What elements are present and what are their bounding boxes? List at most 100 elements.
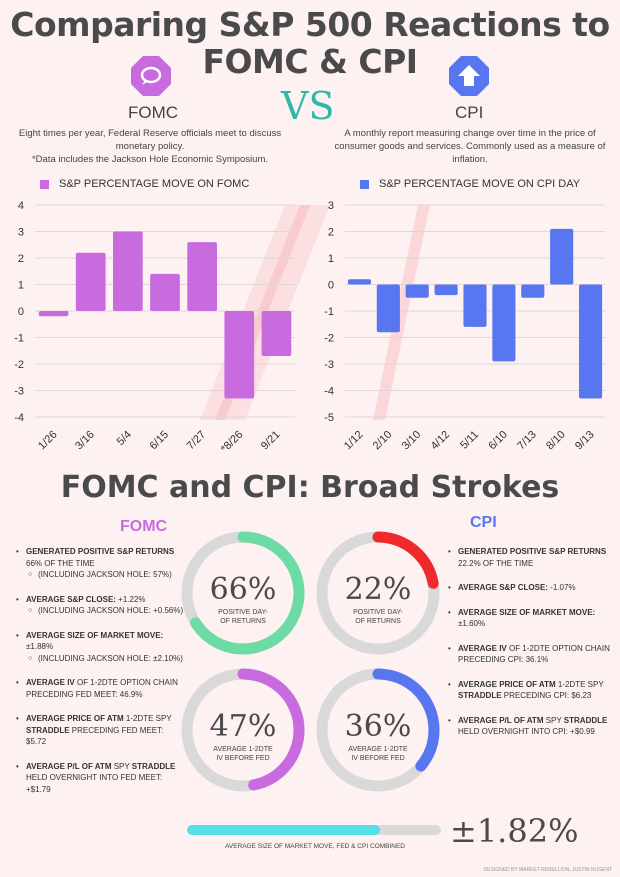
cpi-ytick: -5 [324,412,334,424]
cpi-stat-item: AVERAGE SIZE OF MARKET MOVE: ±1.60% [446,607,616,630]
cpi-legend-swatch [360,179,369,189]
cpi-ytick: 0 [328,280,334,292]
ring-gauges: 66% POSITIVE DAY- OF RETURNS 22% POSITIVE DA… [181,531,440,792]
fomc-xtick: 3/16 [73,429,97,453]
speech-bubble-icon [131,56,171,96]
cpi-ytick: -4 [324,386,334,398]
ring-gauge: 36% AVERAGE 1-2DTE IV BEFORE FED [316,668,440,792]
cpi-stat-item: AVERAGE S&P CLOSE: -1.07% [446,582,616,594]
cpi-ytick: 3 [328,200,334,212]
combined-caption: AVERAGE SIZE OF MARKET MOVE, FED & CPI C… [225,843,405,850]
fomc-ytick: 0 [18,306,24,318]
ring-gauge: 22% POSITIVE DAY- OF RETURNS [316,531,440,655]
fomc-ytick: -1 [14,333,24,345]
footer-credit: DESIGNED BY MARKET REBELLION, JUSTIN NUG… [483,867,612,873]
fomc-stat-item: AVERAGE IV OF 1-2DTE OPTION CHAIN PRECED… [14,677,184,700]
cpi-xtick: 5/11 [458,429,481,452]
ring-caption: OF RETURNS [355,618,401,625]
ring-caption: IV BEFORE FED [351,755,404,762]
ring-arc [181,531,305,655]
cpi-xtick: 8/10 [544,429,568,453]
cpi-xtick: 1/12 [342,429,366,453]
fomc-stat-item: AVERAGE PRICE OF ATM 1-2DTE SPY STRADDLE… [14,713,184,748]
fomc-ytick: -4 [14,412,24,424]
page-title: Comparing S&P 500 Reactions to FOMC & CP… [0,6,620,80]
fomc-xtick: 6/15 [147,429,171,453]
fomc-legend-label: S&P PERCENTAGE MOVE ON FOMC [59,178,250,190]
fomc-stat-item: GENERATED POSITIVE S&P RETURNS 66% OF TH… [14,546,184,581]
title-line-2: FOMC & CPI [202,42,418,81]
cpi-bar [550,228,574,285]
fomc-bar [187,242,217,311]
fomc-stat-subitem: (INCLUDING JACKSON HOLE: +0.56%) [26,605,184,617]
fomc-bar [75,252,106,311]
combined-move-bar [187,825,441,835]
fomc-ytick: -2 [14,359,24,371]
cpi-bar [434,284,458,296]
ring-caption: POSITIVE DAY- [218,609,268,616]
cpi-stat-item: GENERATED POSITIVE S&P RETURNS 22.2% OF … [446,546,616,569]
fomc-ytick: -3 [14,386,24,398]
fomc-bar [150,273,180,311]
fomc-legend-swatch [40,179,49,189]
fomc-xtick: *8/26 [219,429,246,456]
slash-3 [373,205,430,420]
cpi-xtick: 9/13 [573,429,597,453]
cpi-xtick: 7/13 [515,429,539,453]
cpi-ytick: 2 [328,227,334,239]
cpi-bar [376,284,400,333]
cpi-ytick: -1 [324,306,334,318]
cpi-stats-heading: CPI [470,514,497,531]
cpi-xtick: 6/10 [486,429,510,453]
cpi-xtick: 4/12 [429,429,453,453]
cpi-xtick: 2/10 [371,429,395,453]
fomc-stat-item: AVERAGE SIZE OF MARKET MOVE: ±1.88%(INCL… [14,630,184,665]
fomc-description-1: Eight times per year, Federal Reserve of… [18,128,282,152]
fomc-xtick: 1/26 [36,429,60,453]
cpi-xtick: 3/10 [400,429,424,453]
ring-caption: AVERAGE 1-2DTE [348,746,408,753]
cpi-ytick: -2 [324,333,334,345]
cpi-stat-item: AVERAGE PRICE OF ATM 1-2DTE SPY STRADDLE… [446,679,616,702]
ring-arc [316,668,440,792]
fomc-ytick: 1 [18,280,24,292]
combined-value: ±1.82% [450,812,579,850]
fomc-bar-chart: 4 3 2 1 0 -1 -2 -3 -4 1/26 3/16 5/4 6/15 7/27 *8/26 9/2… [14,200,295,456]
fomc-ytick: 4 [18,200,24,212]
fomc-xtick: 7/27 [185,429,209,453]
up-arrow-icon [449,56,489,96]
cpi-description: A monthly report measuring change over t… [334,128,606,165]
fomc-bar [113,231,143,311]
fomc-stat-item: AVERAGE S&P CLOSE: +1.22%(INCLUDING JACK… [14,594,184,617]
ring-gauge: 47% AVERAGE 1-2DTE IV BEFORE FED [181,668,305,792]
cpi-bar [521,284,545,298]
ring-value: 47% [210,709,277,744]
ring-value: 22% [345,572,412,607]
combined-fill [187,825,381,835]
fomc-xtick: 9/21 [259,429,283,453]
fomc-bar [261,311,292,357]
fomc-xtick: 5/4 [115,429,134,448]
cpi-legend-label: S&P PERCENTAGE MOVE ON CPI DAY [379,178,581,190]
ring-caption: AVERAGE 1-2DTE [213,746,273,753]
ring-arc [316,531,440,655]
ring-caption: OF RETURNS [220,618,266,625]
broad-strokes-title: FOMC and CPI: Broad Strokes [60,470,560,505]
vs-label: VS [281,84,335,128]
cpi-stat-item: AVERAGE P/L OF ATM SPY STRADDLE HELD OVE… [446,715,616,738]
cpi-ytick: -3 [324,359,334,371]
cpi-bar-chart: 3 2 1 0 -1 -2 -3 -4 -5 1/12 2/10 3/10 4/12 5/11 6/10 7/… [324,200,605,453]
ring-caption: POSITIVE DAY- [353,609,403,616]
fomc-stat-item: AVERAGE P/L OF ATM SPY STRADDLE HELD OVE… [14,761,184,796]
fomc-bar [224,311,255,399]
fomc-description: Eight times per year, Federal Reserve of… [10,127,290,166]
fomc-stat-subitem: (INCLUDING JACKSON HOLE: 57%) [26,569,184,581]
ring-gauge: 66% POSITIVE DAY- OF RETURNS [181,531,305,655]
ring-value: 36% [345,709,412,744]
fomc-legend: S&P PERCENTAGE MOVE ON FOMC [40,178,249,190]
fomc-stat-subitem: (INCLUDING JACKSON HOLE: ±2.10%) [26,653,184,665]
fomc-stats-list: GENERATED POSITIVE S&P RETURNS 66% OF TH… [14,546,184,808]
fomc-description-2: *Data includes the Jackson Hole Economic… [31,154,269,165]
cpi-stats-list: GENERATED POSITIVE S&P RETURNS 22.2% OF … [446,546,616,751]
cpi-bar [492,284,516,362]
